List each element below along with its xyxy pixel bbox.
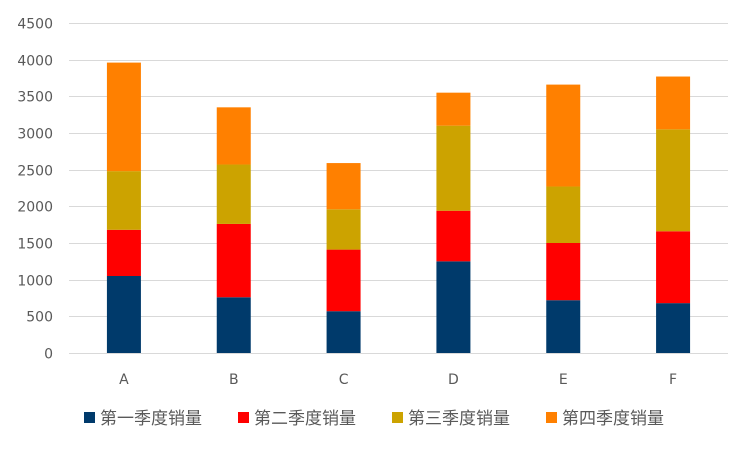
x-tick-label: B bbox=[229, 372, 239, 388]
bar-segment bbox=[216, 297, 251, 353]
legend-label: 第二季度销量 bbox=[254, 409, 356, 429]
legend-label: 第四季度销量 bbox=[562, 409, 664, 429]
bar-segment bbox=[216, 107, 251, 165]
gridlines bbox=[69, 23, 728, 317]
bar-segment bbox=[326, 249, 361, 312]
legend-swatch bbox=[546, 412, 557, 423]
y-tick-label: 4000 bbox=[17, 54, 53, 70]
legend: 第一季度销量 第二季度销量 第三季度销量 第四季度销量 bbox=[84, 409, 664, 429]
legend-label: 第三季度销量 bbox=[408, 409, 510, 429]
y-axis-ticks: 0 500 1000 1500 2000 2500 3000 3500 4000 4500 bbox=[17, 17, 53, 363]
bar-segment bbox=[546, 186, 581, 243]
bar-segment bbox=[546, 300, 581, 353]
bar-segment bbox=[326, 163, 361, 210]
bar-segment bbox=[656, 76, 691, 130]
y-tick-label: 1000 bbox=[17, 274, 53, 290]
bar-segment bbox=[436, 210, 471, 262]
x-tick-label: C bbox=[339, 372, 349, 388]
y-tick-label: 500 bbox=[26, 310, 53, 326]
bar-segment bbox=[436, 92, 471, 126]
legend-item: 第二季度销量 bbox=[238, 409, 356, 429]
y-tick-label: 2000 bbox=[17, 200, 53, 216]
bars bbox=[106, 62, 691, 353]
y-tick-label: 3000 bbox=[17, 127, 53, 143]
legend-swatch bbox=[238, 412, 249, 423]
bar-segment bbox=[106, 276, 141, 353]
x-tick-label: F bbox=[669, 372, 677, 388]
legend-swatch bbox=[392, 412, 403, 423]
legend-label: 第一季度销量 bbox=[100, 409, 202, 429]
y-tick-label: 2500 bbox=[17, 164, 53, 180]
bar-segment bbox=[436, 125, 471, 211]
bar-segment bbox=[106, 171, 141, 230]
x-tick-label: A bbox=[119, 372, 129, 388]
y-tick-label: 1500 bbox=[17, 237, 53, 253]
x-tick-label: E bbox=[559, 372, 568, 388]
bar-segment bbox=[546, 243, 581, 301]
x-tick-label: D bbox=[448, 372, 459, 388]
bar-segment bbox=[106, 62, 141, 172]
bar-segment bbox=[216, 164, 251, 224]
legend-item: 第三季度销量 bbox=[392, 409, 510, 429]
bar-segment bbox=[436, 261, 471, 353]
legend-swatch bbox=[84, 412, 95, 423]
legend-item: 第四季度销量 bbox=[546, 409, 664, 429]
bar-segment bbox=[656, 303, 691, 353]
bar-segment bbox=[656, 231, 691, 304]
bar-segment bbox=[656, 129, 691, 232]
legend-item: 第一季度销量 bbox=[84, 409, 202, 429]
y-tick-label: 0 bbox=[44, 347, 53, 363]
bar-segment bbox=[326, 311, 361, 353]
y-tick-label: 4500 bbox=[17, 17, 53, 33]
bar-segment bbox=[326, 209, 361, 250]
y-tick-label: 3500 bbox=[17, 90, 53, 106]
bar-segment bbox=[106, 229, 141, 276]
x-axis-ticks: A B C D E F bbox=[119, 372, 677, 388]
bar-segment bbox=[216, 223, 251, 298]
bar-segment bbox=[546, 84, 581, 187]
